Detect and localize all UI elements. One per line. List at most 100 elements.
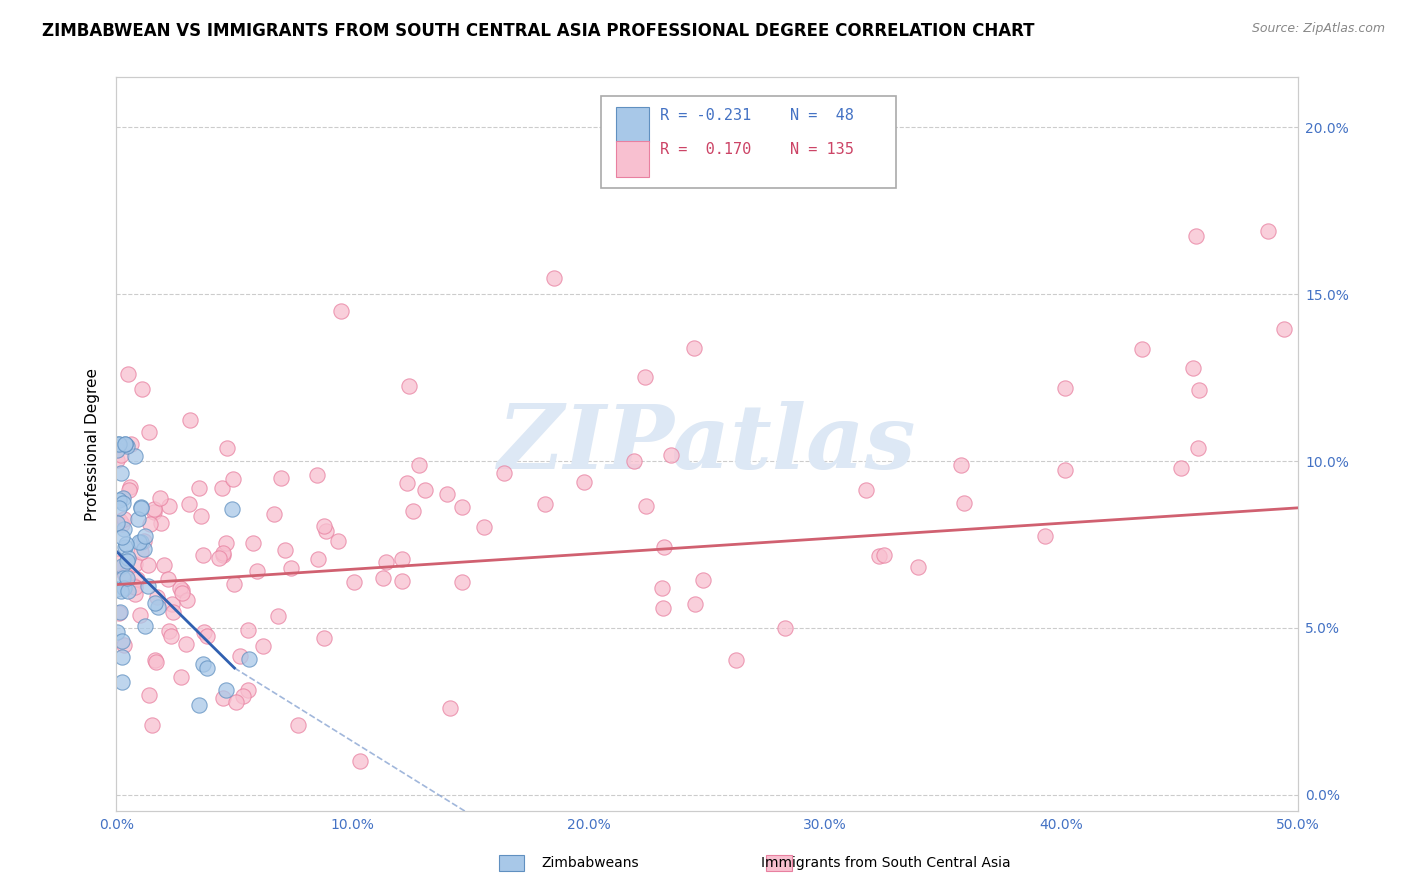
Point — [280, 561, 302, 575]
Point — [343, 575, 366, 590]
Point — [873, 548, 896, 562]
Point — [105, 443, 128, 458]
Point — [110, 466, 132, 480]
Point — [1187, 441, 1209, 455]
Point — [193, 625, 215, 640]
Point — [114, 437, 136, 451]
Point — [105, 582, 128, 596]
Point — [242, 536, 264, 550]
Point — [170, 670, 193, 684]
Point — [211, 690, 233, 705]
Point — [1054, 381, 1077, 395]
Point — [634, 370, 657, 384]
Point — [121, 437, 143, 451]
Point — [149, 491, 172, 505]
Point — [208, 551, 231, 566]
Point — [187, 698, 209, 713]
Point — [451, 500, 474, 514]
Bar — [766, 855, 792, 871]
Point — [651, 601, 673, 615]
Point — [1272, 322, 1295, 336]
Point — [1132, 342, 1154, 356]
Point — [246, 564, 269, 578]
Point — [238, 624, 260, 638]
Point — [391, 574, 413, 588]
Point — [112, 571, 135, 585]
Point — [143, 596, 166, 610]
Point — [117, 583, 139, 598]
Point — [110, 448, 132, 462]
Point — [191, 657, 214, 671]
Point — [141, 717, 163, 731]
Point — [111, 650, 134, 665]
Point — [766, 137, 789, 152]
Point — [1033, 529, 1056, 543]
Point — [108, 514, 131, 528]
Point — [117, 571, 139, 585]
Point — [162, 605, 184, 619]
Point — [117, 551, 139, 566]
Text: R = -0.231: R = -0.231 — [659, 108, 751, 123]
Point — [162, 597, 184, 611]
Point — [274, 542, 297, 557]
Point — [105, 453, 128, 467]
Point — [305, 467, 328, 482]
Text: Zimbabweans: Zimbabweans — [541, 856, 640, 870]
Point — [212, 546, 235, 560]
Y-axis label: Professional Degree: Professional Degree — [86, 368, 100, 521]
Point — [108, 562, 131, 576]
Point — [492, 466, 515, 480]
Point — [157, 624, 180, 638]
Point — [221, 501, 243, 516]
Point — [124, 581, 146, 595]
Point — [124, 557, 146, 571]
Point — [150, 516, 173, 530]
Point — [122, 578, 145, 592]
Point — [108, 606, 131, 620]
Point — [314, 631, 336, 645]
Point — [307, 552, 329, 566]
Point — [270, 471, 292, 485]
Point — [112, 638, 135, 652]
Point — [238, 652, 260, 666]
Point — [111, 496, 134, 510]
Point — [1170, 460, 1192, 475]
Bar — [616, 107, 650, 142]
Point — [315, 524, 337, 538]
Point — [402, 504, 425, 518]
Point — [326, 533, 349, 548]
Point — [134, 541, 156, 556]
Point — [439, 701, 461, 715]
Point — [179, 413, 201, 427]
Point — [176, 593, 198, 607]
Point — [229, 648, 252, 663]
Point — [127, 512, 149, 526]
Point — [105, 625, 128, 640]
Point — [950, 458, 973, 472]
Point — [129, 607, 152, 622]
Point — [107, 437, 129, 451]
Point — [195, 629, 218, 643]
Point — [375, 555, 398, 569]
Point — [134, 529, 156, 543]
Point — [117, 367, 139, 381]
Point — [217, 441, 239, 455]
Point — [636, 499, 658, 513]
Point — [472, 520, 495, 534]
Point — [114, 537, 136, 551]
Point — [408, 458, 430, 472]
Point — [145, 655, 167, 669]
Point — [174, 637, 197, 651]
Text: ZIPatlas: ZIPatlas — [499, 401, 915, 488]
Point — [112, 581, 135, 595]
Point — [236, 683, 259, 698]
Point — [187, 482, 209, 496]
Point — [124, 587, 146, 601]
Point — [231, 690, 253, 704]
Point — [129, 545, 152, 559]
Point — [134, 619, 156, 633]
Point — [215, 683, 238, 698]
Point — [142, 505, 165, 519]
Point — [534, 497, 557, 511]
Point — [112, 522, 135, 536]
